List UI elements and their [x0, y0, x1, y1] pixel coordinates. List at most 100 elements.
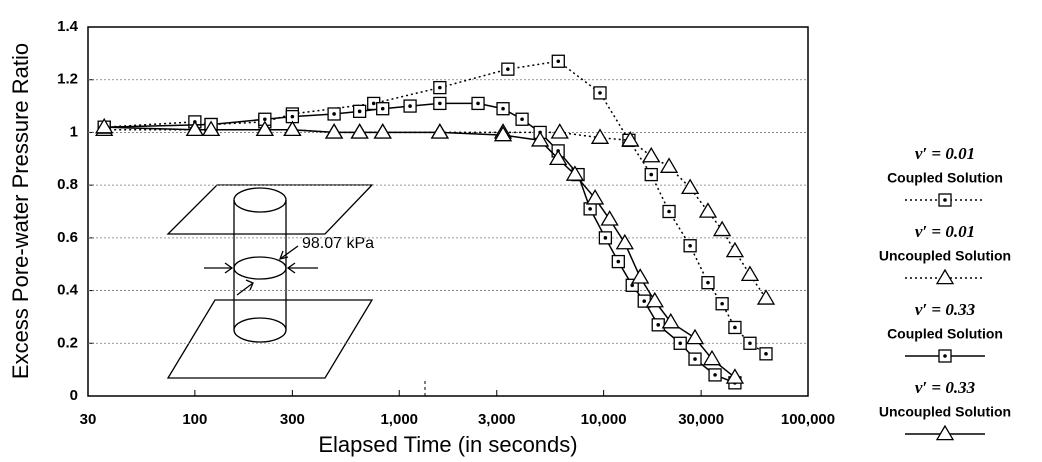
square-marker	[759, 347, 773, 361]
square-dot	[656, 323, 661, 327]
legend-label: Coupled Solution	[887, 326, 1003, 342]
y-tick-label: 0.4	[57, 282, 79, 299]
square-marker	[715, 297, 729, 311]
x-tick-label: 100,000	[781, 411, 835, 428]
triangle-marker	[725, 241, 745, 258]
triangle-marker	[600, 210, 619, 226]
square-marker	[644, 167, 658, 182]
square-dot	[649, 172, 654, 177]
top-plate	[166, 184, 374, 235]
legend-parameter: ν′ = 0.01	[915, 222, 975, 241]
square-dot	[357, 109, 362, 114]
square-marker	[471, 96, 485, 111]
square-dot	[713, 373, 717, 377]
square-marker	[376, 102, 390, 116]
legend-label: Uncoupled Solution	[879, 404, 1011, 420]
legend-parameter: ν′ = 0.01	[915, 144, 975, 163]
triangle-marker	[698, 202, 718, 218]
series-line	[104, 102, 736, 384]
load-annotation: 98.07 kPa	[302, 235, 374, 252]
triangle-marker	[680, 178, 700, 195]
triangle-marker	[373, 123, 392, 139]
square-dot	[438, 101, 442, 106]
square-marker	[728, 320, 742, 335]
triangle-marker	[565, 165, 585, 181]
triangle-marker	[740, 265, 760, 282]
square-dot	[598, 91, 602, 95]
x-tick-label: 30,000	[678, 411, 724, 428]
x-tick-label: 1,000	[380, 411, 418, 428]
triangle-marker	[935, 424, 955, 441]
square-marker	[673, 336, 687, 350]
square-marker	[662, 204, 676, 219]
triangle-marker	[185, 120, 205, 137]
square-marker	[938, 349, 952, 363]
cylinder-middle	[233, 256, 287, 280]
triangle-marker	[530, 131, 550, 147]
inset-diagram	[166, 184, 374, 379]
legend-label: Uncoupled Solution	[879, 248, 1011, 264]
square-dot	[332, 112, 336, 116]
square-dot	[506, 67, 510, 71]
square-dot	[693, 357, 697, 361]
x-tick-label: 30	[80, 411, 97, 428]
arrow-head	[286, 262, 296, 274]
square-dot	[263, 117, 267, 122]
square-dot	[616, 259, 621, 264]
y-tick-label: 1.2	[57, 71, 78, 88]
square-marker	[515, 112, 529, 126]
square-marker	[688, 352, 702, 366]
square-marker	[651, 318, 665, 332]
square-dot	[408, 104, 412, 108]
triangle-marker	[712, 220, 732, 237]
arrow	[279, 245, 299, 260]
triangle-marker	[430, 123, 449, 139]
arrow	[236, 282, 254, 296]
square-marker	[611, 254, 625, 269]
square-marker	[743, 336, 757, 350]
legend-parameter: ν′ = 0.33	[915, 378, 976, 397]
y-tick-label: 0	[70, 387, 78, 404]
square-marker	[501, 62, 515, 76]
triangle-marker	[621, 131, 640, 147]
square-marker	[683, 239, 697, 253]
square-dot	[630, 283, 635, 288]
square-marker	[583, 202, 597, 216]
square-marker	[433, 96, 447, 111]
square-marker	[496, 102, 510, 116]
square-dot	[603, 236, 608, 240]
triangle-marker	[935, 268, 955, 285]
triangle-marker	[756, 289, 776, 305]
triangle-marker	[659, 157, 679, 173]
square-dot	[290, 114, 295, 119]
x-tick-label: 10,000	[581, 411, 627, 428]
x-tick-label: 300	[280, 411, 305, 428]
triangle-marker	[324, 123, 344, 139]
square-dot	[943, 354, 947, 358]
bottom-plate	[166, 299, 374, 379]
square-dot	[501, 106, 505, 111]
square-dot	[588, 207, 592, 211]
triangle-marker	[201, 120, 221, 137]
y-tick-label: 0.2	[57, 334, 78, 351]
square-dot	[748, 341, 752, 346]
square-marker	[598, 231, 613, 245]
triangle-marker	[615, 233, 634, 250]
square-marker	[327, 107, 341, 121]
square-marker	[403, 99, 417, 113]
triangle-marker	[350, 123, 369, 139]
x-tick-label: 100	[182, 411, 207, 428]
series-line	[104, 126, 736, 379]
triangle-marker	[661, 312, 680, 329]
square-dot	[764, 352, 768, 356]
triangle-marker	[590, 128, 610, 144]
triangle-marker	[95, 117, 114, 134]
square-marker	[938, 193, 952, 207]
x-axis-label: Elapsed Time (in seconds)	[318, 432, 577, 457]
y-tick-label: 1.4	[57, 18, 79, 35]
y-tick-label: 1	[70, 123, 78, 140]
triangle-marker	[642, 146, 661, 163]
square-dot	[706, 280, 710, 285]
square-dot	[556, 59, 561, 64]
